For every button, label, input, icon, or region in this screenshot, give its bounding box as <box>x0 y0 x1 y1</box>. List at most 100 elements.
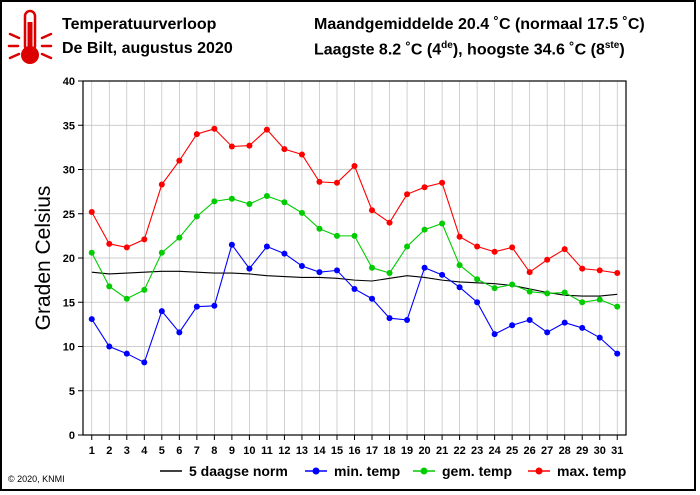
plot-border <box>82 80 627 436</box>
thermometer-icon <box>7 9 53 64</box>
x-tick-label: 26 <box>524 445 536 457</box>
data-point-max-temp <box>474 243 481 250</box>
x-tick-label: 7 <box>194 445 200 457</box>
data-point-min-temp <box>123 350 130 357</box>
data-point-min-temp <box>369 295 376 302</box>
y-axis-title: Graden Celsius <box>32 186 55 331</box>
y-tick-label: 20 <box>63 253 75 265</box>
data-point-max-temp <box>88 208 95 215</box>
data-point-max-temp <box>211 125 218 132</box>
x-tick-label: 13 <box>296 445 308 457</box>
x-tick-label: 5 <box>159 445 165 457</box>
data-point-gem-temp <box>386 270 393 277</box>
data-point-max-temp <box>561 246 568 253</box>
data-point-min-temp <box>193 303 200 310</box>
chart-title: Temperatuurverloop <box>62 16 217 33</box>
data-point-gem-temp <box>88 249 95 256</box>
data-point-max-temp <box>351 162 358 169</box>
data-point-min-temp <box>561 319 568 326</box>
data-point-max-temp <box>544 256 551 263</box>
data-point-max-temp <box>281 146 288 153</box>
x-tick-label: 30 <box>594 445 606 457</box>
x-tick-label: 6 <box>176 445 182 457</box>
data-point-gem-temp <box>526 288 533 295</box>
data-point-min-temp <box>456 284 463 291</box>
x-tick-label: 9 <box>229 445 235 457</box>
x-tick-label: 2 <box>106 445 112 457</box>
x-tick-label: 10 <box>243 445 255 457</box>
x-tick-label: 15 <box>331 445 343 457</box>
x-tick-label: 29 <box>576 445 588 457</box>
data-point-min-temp <box>246 265 253 272</box>
y-tick-label: 40 <box>63 76 75 88</box>
data-point-gem-temp <box>281 199 288 206</box>
data-point-min-temp <box>509 322 516 329</box>
data-point-gem-temp <box>561 289 568 296</box>
x-tick-label: 1 <box>89 445 95 457</box>
data-point-max-temp <box>298 151 305 158</box>
x-tick-label: 22 <box>453 445 465 457</box>
y-tick-label: 0 <box>69 430 75 442</box>
data-point-max-temp <box>228 143 235 150</box>
data-point-gem-temp <box>228 195 235 202</box>
data-point-min-temp <box>351 285 358 292</box>
data-point-gem-temp <box>176 234 183 241</box>
data-point-min-temp <box>281 250 288 257</box>
x-tick-label: 8 <box>211 445 217 457</box>
data-point-min-temp <box>421 264 428 271</box>
extremes-text: Laagste 8.2 ˚C (4de), hoogste 34.6 ˚C (8… <box>314 40 625 59</box>
legend-marker-gem-temp <box>420 467 428 475</box>
x-tick-label: 12 <box>278 445 290 457</box>
legend-label-min-temp: min. temp <box>334 463 400 479</box>
data-point-max-temp <box>509 244 516 251</box>
data-point-min-temp <box>544 329 551 336</box>
legend-marker-min-temp <box>312 467 320 475</box>
legend-label-max-temp: max. temp <box>557 463 626 479</box>
data-point-min-temp <box>141 359 148 366</box>
x-tick-label: 28 <box>559 445 571 457</box>
data-point-min-temp <box>106 343 113 350</box>
data-point-max-temp <box>386 219 393 226</box>
data-point-min-temp <box>316 269 323 276</box>
data-point-min-temp <box>298 262 305 269</box>
data-point-max-temp <box>246 142 253 149</box>
data-point-max-temp <box>491 248 498 255</box>
data-point-min-temp <box>614 350 621 357</box>
data-point-gem-temp <box>316 225 323 232</box>
data-point-max-temp <box>456 233 463 240</box>
data-point-min-temp <box>333 267 340 274</box>
data-point-min-temp <box>596 334 603 341</box>
y-tick-label: 25 <box>63 209 75 221</box>
data-point-gem-temp <box>106 283 113 290</box>
data-point-min-temp <box>158 308 165 315</box>
data-point-gem-temp <box>439 220 446 227</box>
monthly-average-text: Maandgemiddelde 20.4 ˚C (normaal 17.5 ˚C… <box>314 16 645 33</box>
data-point-min-temp <box>439 271 446 278</box>
legend-label-gem-temp: gem. temp <box>442 463 512 479</box>
x-tick-label: 24 <box>489 445 502 457</box>
data-point-gem-temp <box>544 290 551 297</box>
data-point-gem-temp <box>298 209 305 216</box>
data-point-min-temp <box>228 241 235 248</box>
data-point-gem-temp <box>351 232 358 239</box>
x-tick-label: 23 <box>471 445 483 457</box>
data-point-gem-temp <box>404 243 411 250</box>
data-point-min-temp <box>404 316 411 323</box>
data-point-gem-temp <box>246 201 253 208</box>
data-point-max-temp <box>369 207 376 214</box>
data-point-max-temp <box>526 269 533 276</box>
x-tick-label: 18 <box>383 445 395 457</box>
data-point-gem-temp <box>579 299 586 306</box>
data-point-max-temp <box>316 178 323 185</box>
x-tick-label: 31 <box>611 445 623 457</box>
data-point-min-temp <box>491 331 498 338</box>
legend-marker-max-temp <box>535 467 543 475</box>
data-point-gem-temp <box>263 193 270 200</box>
data-point-min-temp <box>526 316 533 323</box>
data-point-min-temp <box>579 324 586 331</box>
y-tick-label: 15 <box>63 297 75 309</box>
data-point-gem-temp <box>421 226 428 233</box>
data-point-max-temp <box>596 267 603 274</box>
data-point-gem-temp <box>474 276 481 283</box>
x-tick-label: 3 <box>124 445 130 457</box>
